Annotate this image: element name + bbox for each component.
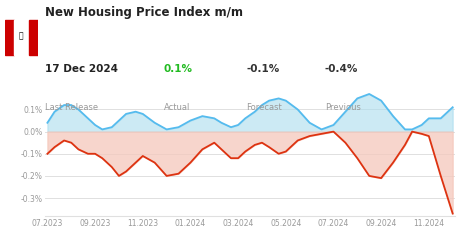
Text: Actual: Actual	[164, 103, 190, 112]
Text: 🍁: 🍁	[19, 32, 24, 41]
Text: Forecast: Forecast	[246, 103, 282, 112]
Bar	[5, 20, 14, 55]
Text: New Housing Price Index m/m: New Housing Price Index m/m	[45, 6, 243, 19]
Bar	[28, 20, 38, 55]
Text: Previous: Previous	[325, 103, 361, 112]
Text: 17 Dec 2024: 17 Dec 2024	[45, 64, 118, 74]
Text: -0.1%: -0.1%	[246, 64, 280, 74]
Text: Last Release: Last Release	[45, 103, 98, 112]
Bar	[14, 20, 28, 55]
Text: -0.4%: -0.4%	[325, 64, 358, 74]
Text: 0.1%: 0.1%	[164, 64, 192, 74]
